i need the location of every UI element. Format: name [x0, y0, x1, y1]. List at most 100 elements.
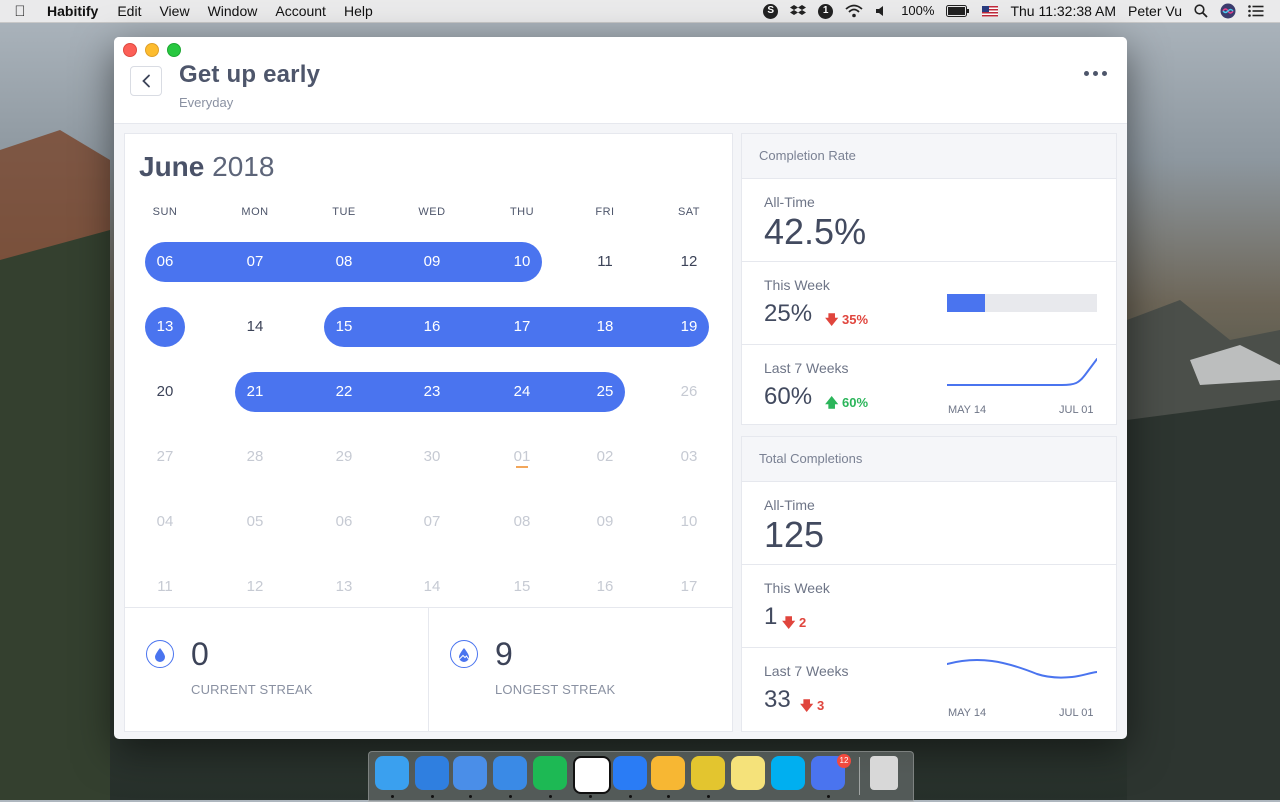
completion-rate-card: Completion Rate All-Time 42.5% This Week…: [741, 133, 1117, 425]
notification-center-icon[interactable]: [1242, 5, 1270, 17]
weekday-header-sat: SAT: [677, 206, 701, 218]
habit-title: Get up early: [179, 61, 321, 88]
wunderlist-icon[interactable]: [691, 756, 725, 790]
spark-mail-icon[interactable]: [613, 756, 647, 790]
longest-streak-value: 9: [495, 636, 513, 672]
sketch-icon[interactable]: [651, 756, 685, 790]
menu-view[interactable]: View: [159, 3, 190, 19]
calendar-day[interactable]: 03: [680, 448, 698, 465]
menu-account[interactable]: Account: [275, 3, 326, 19]
skype-icon[interactable]: [771, 756, 805, 790]
battery-percent[interactable]: 100%: [901, 3, 935, 18]
calendar-day[interactable]: 12: [680, 253, 698, 270]
back-button[interactable]: [130, 66, 162, 96]
dock-running-indicator: [667, 795, 670, 798]
calendar-day[interactable]: 11: [597, 253, 613, 270]
calendar-day[interactable]: 16: [423, 318, 441, 335]
calendar-day[interactable]: 12: [246, 578, 264, 595]
total-completions-x-end: JUL 01: [1059, 707, 1094, 719]
calendar-day[interactable]: 23: [423, 383, 441, 400]
calendar-day[interactable]: 10: [680, 513, 698, 530]
skype-tray-icon[interactable]: S: [757, 3, 784, 19]
battery-icon[interactable]: [940, 5, 976, 17]
calendar-day[interactable]: 18: [596, 318, 614, 335]
calendar-day[interactable]: 05: [246, 513, 264, 530]
menu-app-name[interactable]: Habitify: [47, 3, 99, 19]
xcode-icon[interactable]: [453, 756, 487, 790]
calendar-day[interactable]: 06: [335, 513, 353, 530]
calendar-day[interactable]: 30: [423, 448, 441, 465]
total-completions-all-time-label: All-Time: [764, 497, 815, 513]
calendar-day[interactable]: 25: [596, 383, 614, 400]
calendar-day[interactable]: 16: [596, 578, 614, 595]
weekday-header-wed: WED: [418, 206, 446, 218]
calendar-day[interactable]: 11: [157, 578, 173, 595]
calendar-day[interactable]: 14: [423, 578, 441, 595]
drop-icon: [146, 640, 174, 668]
calendar-day[interactable]: 07: [246, 253, 264, 270]
calendar-day[interactable]: 24: [513, 383, 531, 400]
arrow-down-icon: 🡇: [800, 698, 814, 713]
calendar-day[interactable]: 09: [596, 513, 614, 530]
menu-edit[interactable]: Edit: [117, 3, 142, 19]
calendar-day[interactable]: 08: [335, 253, 353, 270]
input-source-flag-icon[interactable]: [976, 5, 1004, 17]
calendar-day[interactable]: 17: [680, 578, 698, 595]
dock-running-indicator: [549, 795, 552, 798]
calendar-day[interactable]: 22: [335, 383, 353, 400]
menubar-user[interactable]: Peter Vu: [1128, 3, 1182, 19]
menu-window[interactable]: Window: [207, 3, 258, 19]
calendar-day[interactable]: 27: [156, 448, 174, 465]
volume-icon[interactable]: [869, 4, 895, 18]
calendar-day[interactable]: 20: [156, 383, 174, 400]
calendar-day[interactable]: 21: [246, 383, 264, 400]
more-dot: [1102, 71, 1107, 76]
total-completions-all-time-row: All-Time 125: [742, 482, 1116, 565]
calendar-day[interactable]: 02: [596, 448, 614, 465]
total-completions-this-week-change: 🡇 2: [782, 614, 806, 636]
notes-icon[interactable]: [731, 756, 765, 790]
notion-icon[interactable]: [573, 756, 611, 794]
weekday-header-sun: SUN: [152, 206, 178, 218]
close-window-button[interactable]: [123, 43, 137, 57]
calendar-day[interactable]: 17: [513, 318, 531, 335]
trash-icon[interactable]: [870, 756, 898, 790]
calendar-day[interactable]: 10: [513, 253, 531, 270]
spotify-icon[interactable]: [533, 756, 567, 790]
calendar-day[interactable]: 26: [680, 383, 698, 400]
minimize-window-button[interactable]: [145, 43, 159, 57]
zoom-window-button[interactable]: [167, 43, 181, 57]
simulator-icon[interactable]: [493, 756, 527, 790]
calendar-day[interactable]: 19: [680, 318, 698, 335]
calendar-day[interactable]: 08: [513, 513, 531, 530]
calendar-day[interactable]: 04: [156, 513, 174, 530]
calendar-day[interactable]: 13: [335, 578, 353, 595]
safari-icon[interactable]: [415, 756, 449, 790]
calendar-day[interactable]: 09: [423, 253, 441, 270]
calendar-day[interactable]: 13: [156, 318, 174, 335]
calendar-day[interactable]: 15: [513, 578, 531, 595]
menu-bar:  Habitify Edit View Window Account Help…: [0, 0, 1280, 23]
menubar-clock[interactable]: Thu 11:32:38 AM: [1010, 3, 1117, 19]
calendar-day[interactable]: 06: [156, 253, 174, 270]
calendar-day[interactable]: 28: [246, 448, 264, 465]
siri-icon[interactable]: [1214, 3, 1242, 19]
completed-streak-range: [145, 242, 542, 282]
menu-help[interactable]: Help: [343, 3, 373, 19]
spotlight-search-icon[interactable]: [1188, 4, 1214, 18]
wifi-icon[interactable]: [839, 4, 869, 18]
calendar-day[interactable]: 29: [335, 448, 353, 465]
calendar-day[interactable]: 15: [335, 318, 353, 335]
dock-separator: [859, 757, 860, 795]
apple-icon[interactable]: : [0, 3, 40, 20]
calendar-day[interactable]: 07: [423, 513, 441, 530]
dropbox-tray-icon[interactable]: [784, 4, 812, 18]
onepassword-tray-icon[interactable]: 1: [812, 3, 839, 19]
finder-icon[interactable]: [375, 756, 409, 790]
total-completions-this-week-change-value: 2: [799, 615, 807, 630]
completion-rate-sparkline: [947, 358, 1097, 386]
calendar-day-today[interactable]: 01: [513, 448, 531, 465]
calendar-day[interactable]: 14: [246, 318, 264, 335]
dock: 12: [368, 751, 914, 802]
more-options-button[interactable]: [1084, 71, 1107, 76]
